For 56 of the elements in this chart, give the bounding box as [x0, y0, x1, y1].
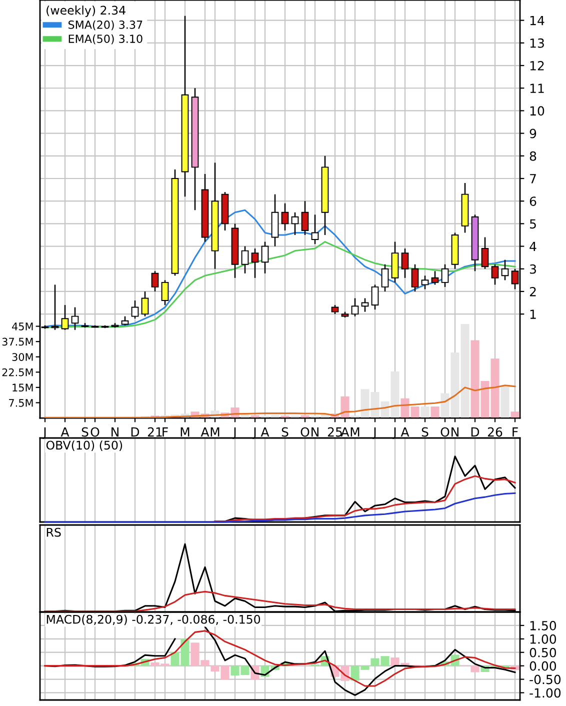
x-tick-label: O [440, 427, 450, 437]
y-tick-label: 1.00 [530, 634, 556, 644]
x-tick-label: A [340, 427, 350, 437]
x-tick-label: F [162, 427, 168, 437]
y-tick-label: 0.50 [530, 648, 556, 658]
y-tick-label: 4 [530, 242, 536, 252]
x-tick-label: O [90, 427, 100, 437]
y-tick-label: 3 [530, 264, 536, 274]
legend-label: EMA(50) 3.10 [68, 34, 142, 44]
x-tick-label: N [452, 427, 458, 437]
y-tick-label: 1 [530, 310, 536, 319]
y-tick-label: 7.5M [9, 399, 33, 407]
x-tick-label: M [350, 427, 360, 437]
x-tick-label: A [260, 427, 270, 437]
x-tick-label: O [300, 427, 310, 437]
x-tick-label: 21 [148, 427, 162, 437]
y-tick-label: 14 [530, 16, 544, 26]
y-tick-label: 12 [530, 60, 544, 70]
x-tick-label: 25 [328, 427, 342, 437]
y-tick-label: 15M [12, 384, 33, 392]
x-tick-label: 26 [488, 427, 502, 437]
x-tick-label: S [82, 427, 88, 437]
x-tick-label: N [112, 427, 118, 437]
x-tick-label: S [282, 427, 288, 437]
y-tick-label: 45M [12, 322, 33, 330]
y-tick-label: 6 [530, 196, 536, 206]
x-tick-label: N [312, 427, 318, 437]
x-tick-label: A [200, 427, 210, 437]
chart-title: RS [46, 528, 61, 537]
chart-title: OBV(10) (50) [46, 440, 122, 452]
y-tick-label: 8 [530, 151, 536, 161]
x-tick-label: F [512, 427, 518, 437]
y-tick-label: 10 [530, 106, 544, 116]
y-tick-label: 7 [530, 174, 536, 184]
y-tick-label: 37.5M [2, 338, 33, 346]
y-tick-label: 0.00 [530, 661, 556, 671]
x-tick-label: S [422, 427, 428, 437]
y-tick-label: -1.00 [530, 688, 561, 698]
x-tick-label: A [400, 427, 410, 437]
x-tick-label: D [131, 427, 140, 437]
y-tick-label: -0.50 [530, 674, 561, 684]
x-tick-label: M [210, 427, 220, 437]
y-tick-label: 5 [530, 219, 536, 229]
y-tick-label: 11 [530, 84, 544, 93]
legend-title: (weekly) 2.34 [46, 6, 126, 17]
y-tick-label: 1.50 [530, 620, 556, 630]
legend-label: SMA(20) 3.37 [68, 20, 142, 30]
y-tick-label: 13 [530, 38, 544, 48]
x-tick-label: M [180, 427, 190, 437]
y-tick-label: 22.5M [2, 368, 33, 376]
x-tick-label: A [60, 427, 70, 437]
x-tick-label: D [471, 427, 480, 437]
y-tick-label: 9 [530, 128, 536, 138]
y-tick-label: 2 [530, 286, 536, 296]
chart-title: MACD(8,20,9) -0.237, -0.086, -0.150 [46, 614, 260, 626]
y-tick-label: 30M [12, 353, 33, 361]
